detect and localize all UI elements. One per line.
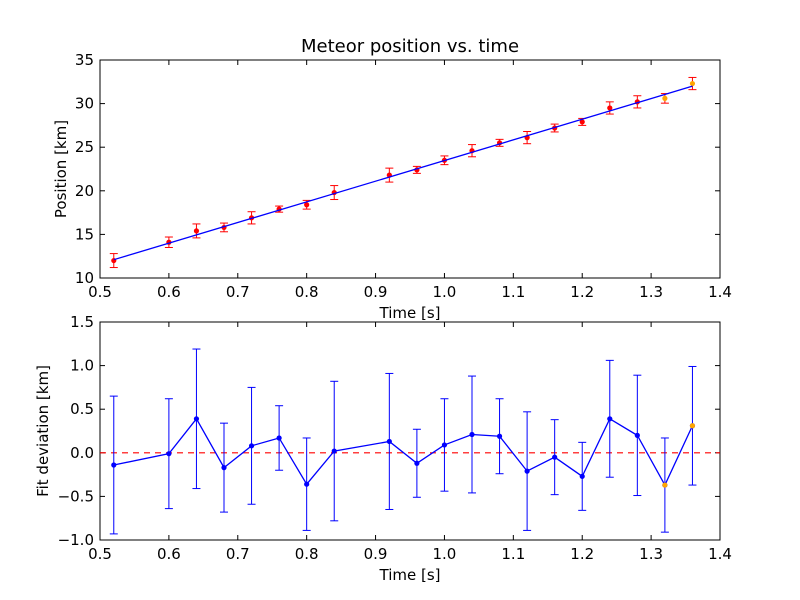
y-tick-label: 35: [75, 51, 94, 69]
x-tick-label: 1.4: [708, 283, 732, 301]
data-point: [634, 432, 640, 438]
x-tick-label: 0.7: [226, 545, 250, 563]
x-tick-label: 0.7: [226, 283, 250, 301]
data-point: [221, 465, 227, 471]
data-point: [193, 416, 200, 422]
data-point: [414, 460, 420, 466]
x-tick-label: 1.2: [570, 545, 594, 563]
y-tick-label: 1.0: [70, 357, 94, 375]
data-point: [193, 228, 200, 234]
y-tick-label: 1.5: [70, 313, 94, 331]
data-point: [304, 202, 310, 208]
data-point: [111, 462, 117, 468]
y-tick-label: −0.5: [58, 487, 94, 505]
x-tick-label: 1.1: [501, 545, 525, 563]
data-point: [579, 473, 585, 479]
plot-area: 0.5 0.6 0.7 0.8 0.9 1.0 1.1 1.2 1.3 1.4 −1.0 −0.5 0.…: [58, 313, 732, 563]
highlighted-data-point: [662, 482, 668, 488]
x-tick-label: 0.8: [295, 545, 319, 563]
x-tick-label: 0.5: [88, 545, 112, 563]
x-tick-label: 1.0: [433, 283, 457, 301]
x-tick-label: 0.8: [295, 283, 319, 301]
data-point: [496, 433, 503, 439]
data-point: [579, 119, 585, 125]
data-point: [469, 431, 475, 438]
x-tick-label: 0.6: [157, 545, 181, 563]
data-point: [607, 416, 613, 422]
data-point: [662, 95, 668, 101]
axes-frame: [99, 59, 721, 279]
deviation-chart: Time [s] Fit deviation [km] 0.5 0.6 0.7 0.8…: [34, 313, 732, 584]
x-tick-label: 1.0: [433, 545, 457, 563]
x-tick-label: 0.6: [157, 283, 181, 301]
y-tick-label: 10: [75, 269, 94, 287]
y-tick-label: 30: [75, 95, 94, 113]
chart-title: Meteor position vs. time: [301, 36, 519, 57]
x-axis-label: Time [s]: [379, 304, 441, 322]
data-point: [689, 80, 696, 87]
data-point: [607, 105, 613, 111]
x-axis-label: Time [s]: [379, 566, 441, 584]
data-point: [331, 448, 337, 454]
plot-area: 0.5 0.6 0.7 0.8 0.9 1.0 1.1 1.2 1.3 1.4 10 15 20 25 30…: [75, 51, 732, 301]
data-point: [524, 468, 530, 474]
x-tick-label: 0.5: [88, 283, 112, 301]
data-point: [248, 443, 255, 449]
position-chart: Meteor position vs. time Time [s] Positi…: [52, 36, 732, 322]
highlighted-data-point: [689, 423, 696, 429]
y-axis-label: Fit deviation [km]: [34, 365, 52, 497]
y-tick-label: 15: [75, 225, 94, 243]
y-tick-label: 20: [75, 182, 94, 200]
y-axis-label: Position [km]: [52, 120, 70, 218]
x-tick-label: 0.9: [364, 283, 388, 301]
fit-line: [113, 85, 693, 261]
y-tick-label: 0.5: [70, 400, 94, 418]
y-tick-label: 25: [75, 138, 94, 156]
x-tick-label: 1.4: [708, 545, 732, 563]
data-point: [386, 438, 392, 445]
data-point: [304, 481, 310, 487]
x-tick-label: 1.3: [639, 283, 663, 301]
x-tick-label: 1.2: [570, 283, 594, 301]
y-tick-label: 0.0: [70, 444, 94, 462]
y-tick-label: −1.0: [58, 531, 94, 549]
data-point: [166, 451, 172, 457]
series-line: [113, 417, 694, 487]
x-tick-label: 0.9: [364, 545, 388, 563]
x-tick-label: 1.3: [639, 545, 663, 563]
axes-frame: [99, 321, 721, 541]
data-point: [441, 442, 448, 448]
data-point: [552, 454, 558, 460]
data-point: [276, 435, 282, 441]
x-tick-label: 1.1: [501, 283, 525, 301]
